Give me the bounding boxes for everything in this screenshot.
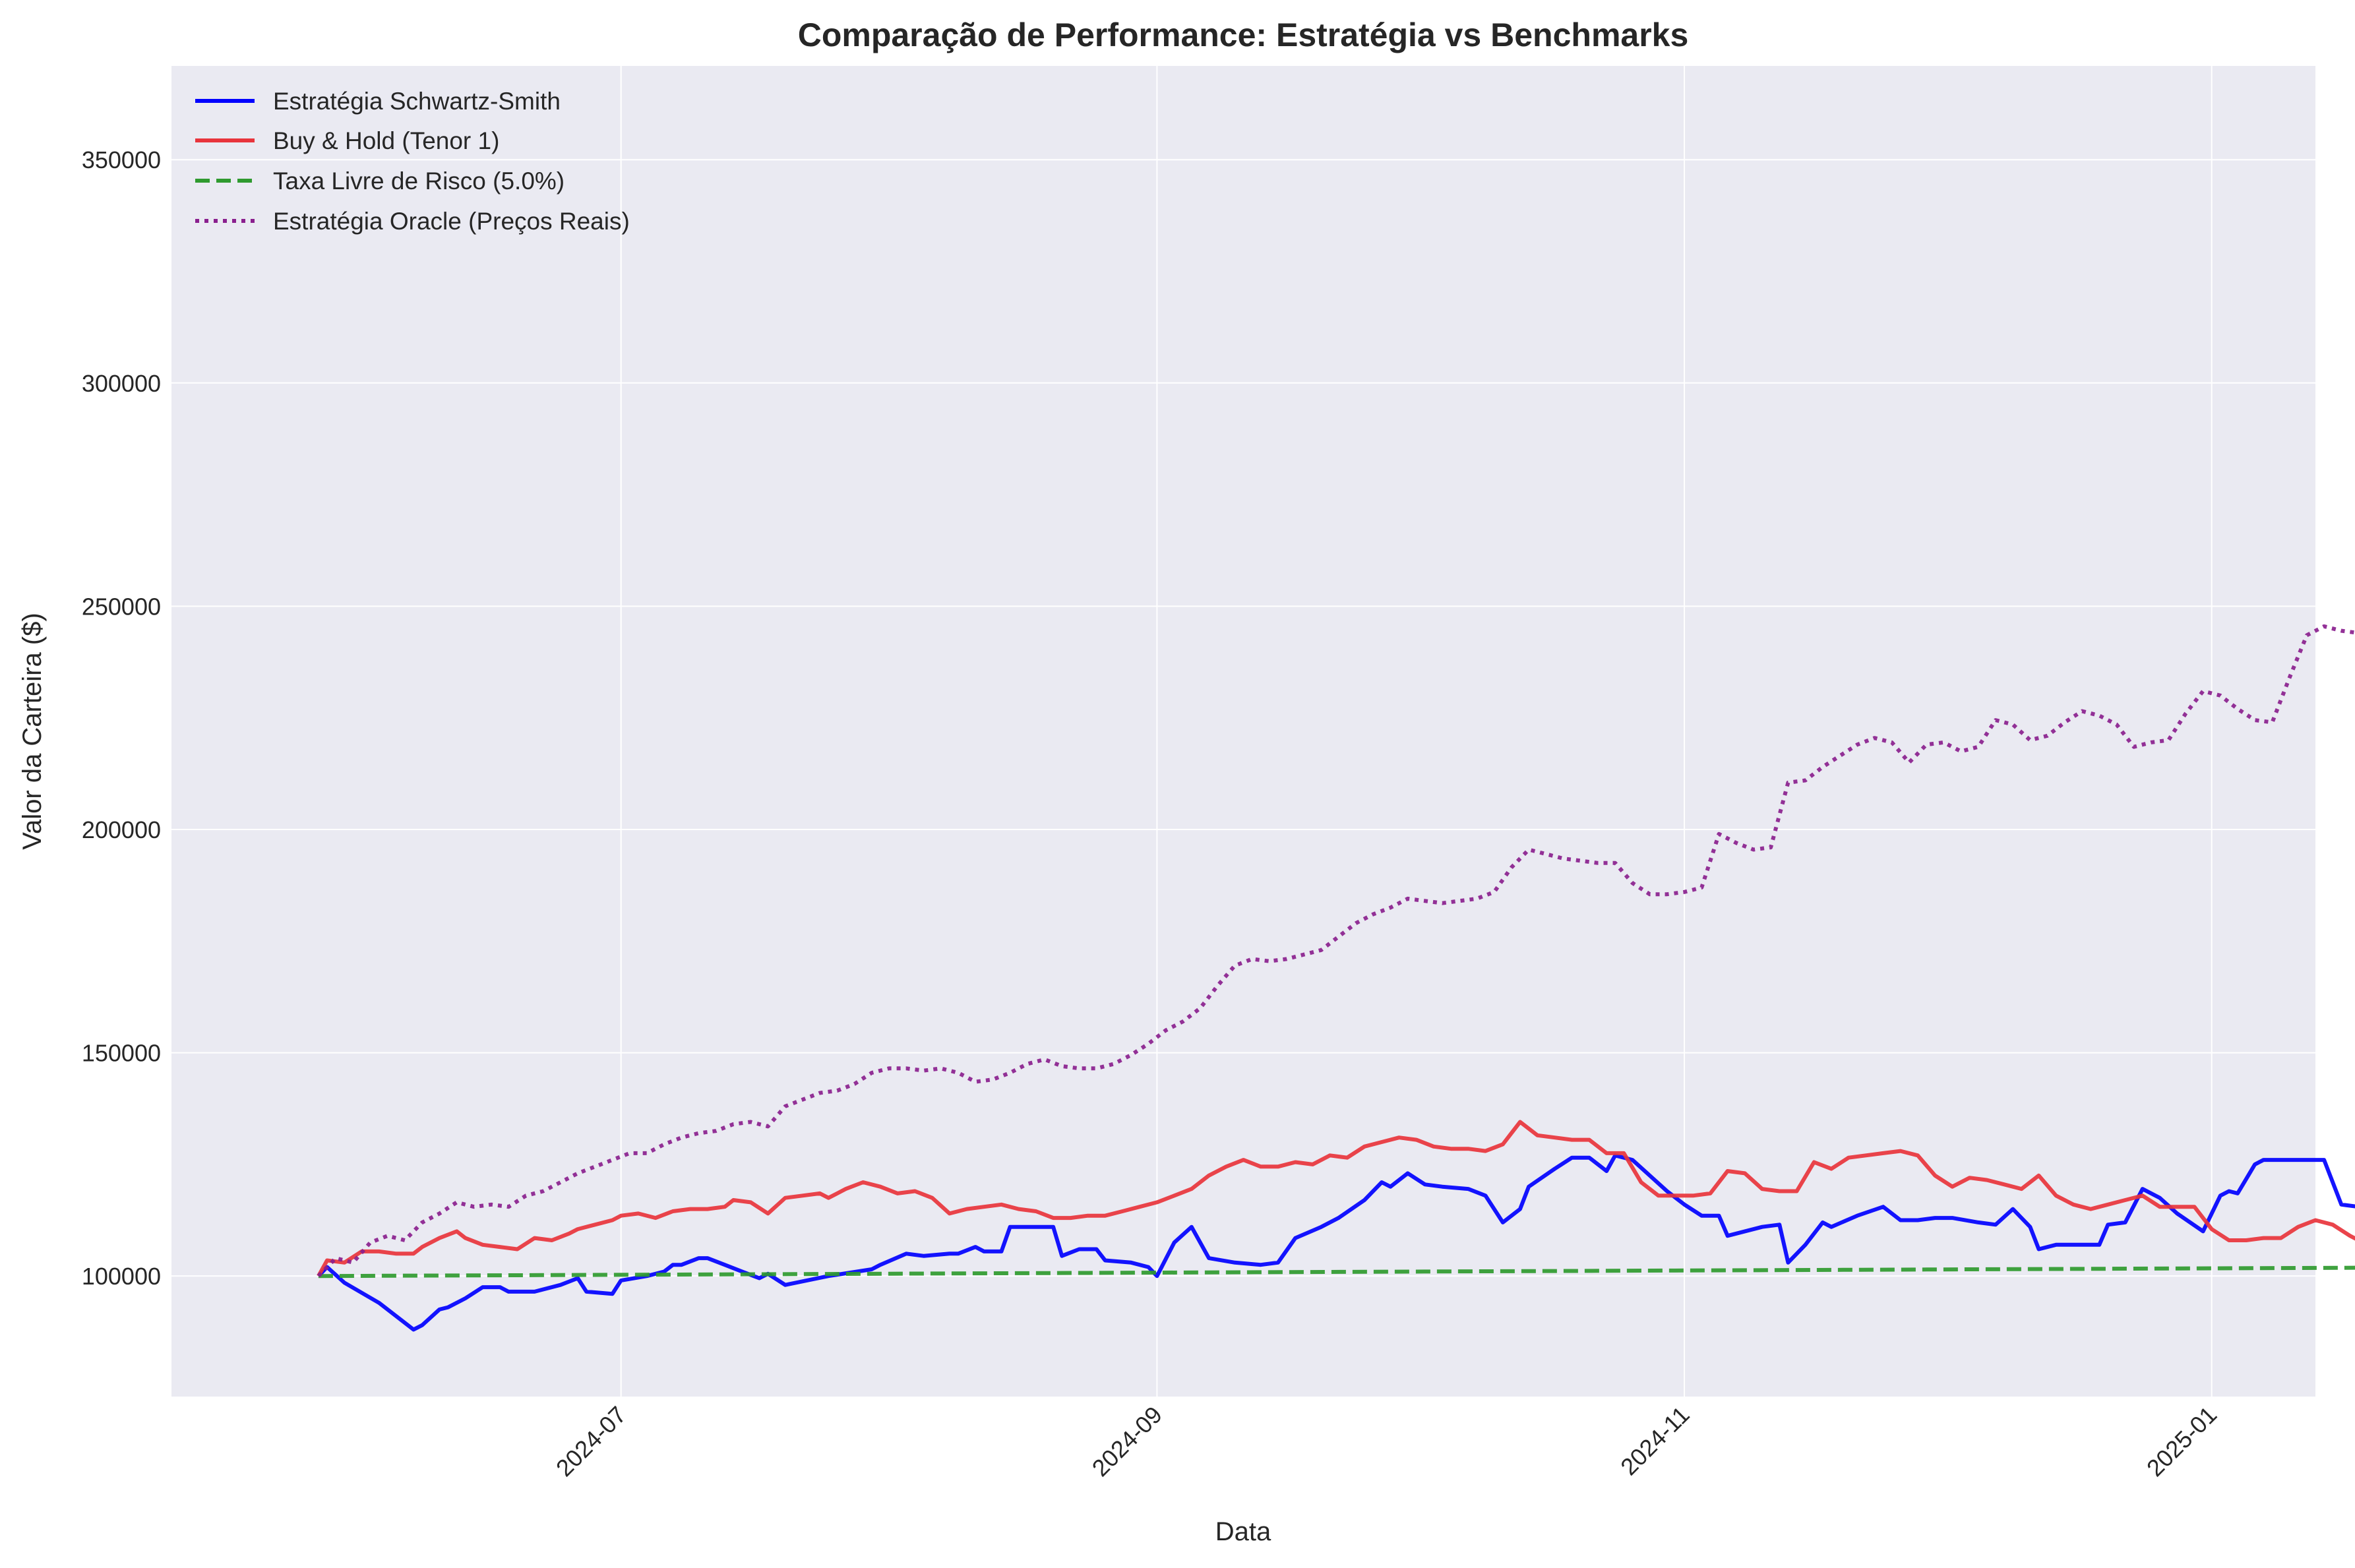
grid-lines	[171, 66, 2315, 1397]
y-tick-label: 200000	[82, 816, 161, 843]
y-tick-label: 150000	[82, 1040, 161, 1067]
legend-item: Estratégia Schwartz-Smith	[195, 88, 561, 115]
legend-label: Estratégia Schwartz-Smith	[273, 88, 561, 115]
chart-title: Comparação de Performance: Estratégia vs…	[798, 16, 1689, 53]
legend-label: Taxa Livre de Risco (5.0%)	[273, 167, 565, 195]
legend-item: Estratégia Oracle (Preços Reais)	[195, 208, 630, 235]
series-line-buy-hold	[317, 1120, 2355, 1277]
series-lines	[317, 624, 2355, 1332]
legend-item: Taxa Livre de Risco (5.0%)	[195, 167, 565, 195]
legend-item: Buy & Hold (Tenor 1)	[195, 127, 499, 154]
y-tick-label: 250000	[82, 593, 161, 620]
series-line-schwartz-smith	[317, 1153, 2355, 1332]
y-tick-label: 300000	[82, 370, 161, 397]
y-tick-label: 100000	[82, 1263, 161, 1290]
plot-area	[171, 66, 2315, 1397]
series-line-risk-free	[318, 1265, 2355, 1279]
series-line-oracle	[317, 624, 2355, 1278]
legend-label: Buy & Hold (Tenor 1)	[273, 127, 499, 154]
legend: Estratégia Schwartz-Smith Buy & Hold (Te…	[195, 88, 630, 235]
y-tick-label: 350000	[82, 146, 161, 173]
y-axis-label: Valor da Carteira ($)	[18, 613, 47, 849]
legend-label: Estratégia Oracle (Preços Reais)	[273, 208, 630, 235]
x-axis-label: Data	[1215, 1517, 1271, 1546]
